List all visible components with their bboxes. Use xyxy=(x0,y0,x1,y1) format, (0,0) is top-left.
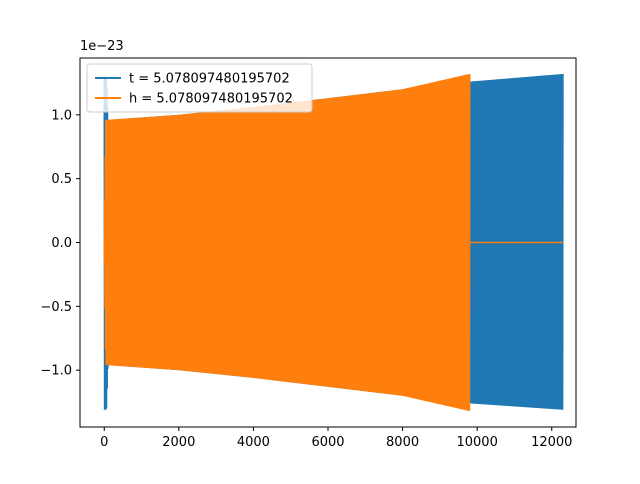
x-tick-label: 2000 xyxy=(162,435,195,450)
series-2-line xyxy=(103,73,471,411)
x-tick-label: 4000 xyxy=(237,435,270,450)
x-tick-label: 8000 xyxy=(386,435,419,450)
y-offset-text: 1e−23 xyxy=(80,39,124,54)
x-tick-label: 12000 xyxy=(531,435,572,450)
y-tick-label: 0.0 xyxy=(51,236,72,251)
x-tick-label: 0 xyxy=(100,435,108,450)
x-tick-label: 10000 xyxy=(456,435,497,450)
legend: t = 5.078097480195702 h = 5.0780974801957… xyxy=(86,63,313,113)
y-tick-label: 1.0 xyxy=(51,108,72,123)
legend-box xyxy=(86,63,313,113)
y-tick-label: −0.5 xyxy=(40,300,72,315)
legend-label-2: h = 5.078097480195702 xyxy=(129,92,293,107)
y-tick-label: 0.5 xyxy=(51,172,72,187)
ticks-layer: 0 2000 4000 6000 8000 10000 12000 −1.0 −0.5 0.0 0.… xyxy=(40,108,572,450)
legend-label-1: t = 5.078097480195702 xyxy=(129,72,290,87)
series-layer xyxy=(103,73,564,411)
x-tick-label: 6000 xyxy=(311,435,344,450)
y-tick-label: −1.0 xyxy=(40,364,72,379)
